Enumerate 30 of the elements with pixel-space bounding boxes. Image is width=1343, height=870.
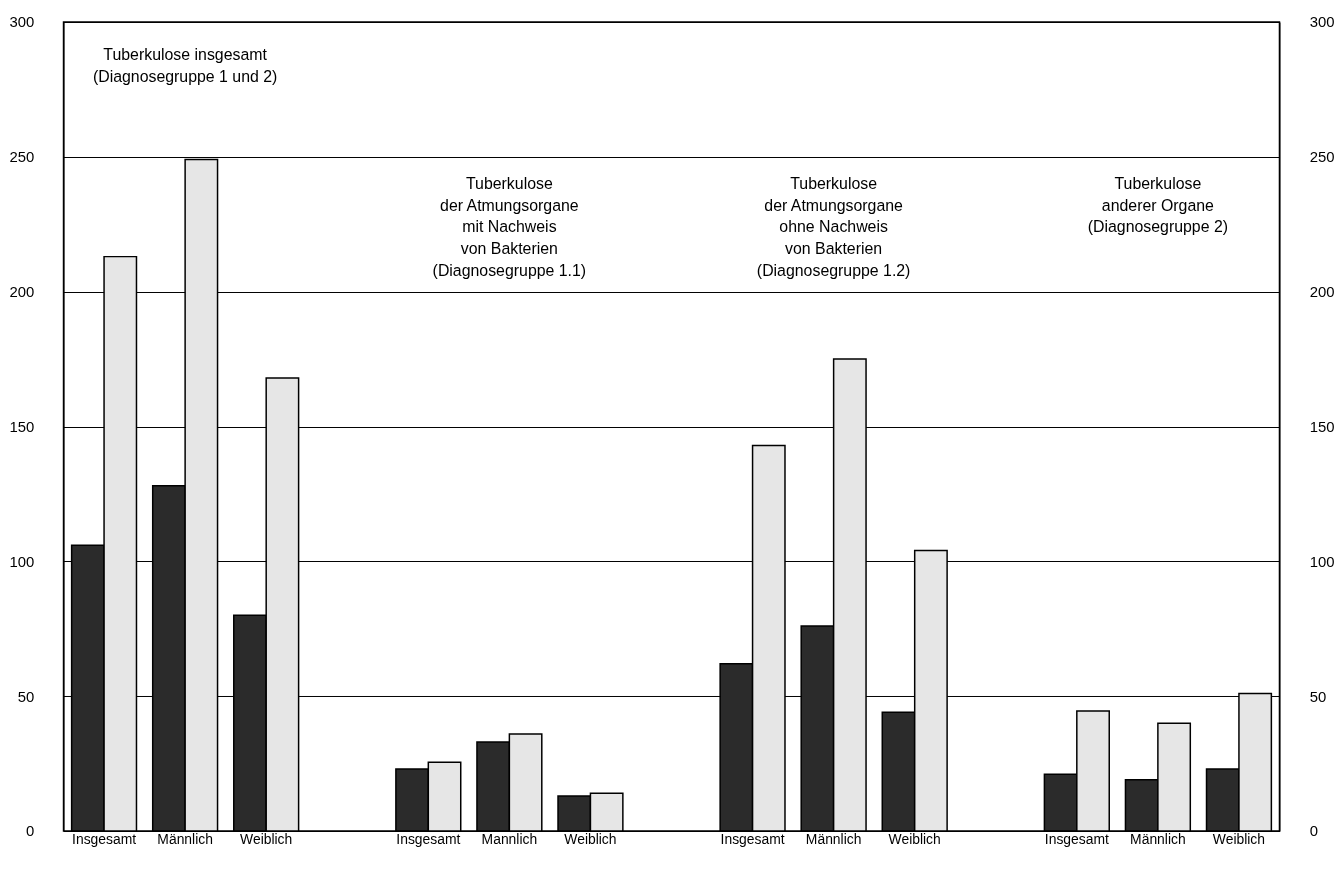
x-tick-label: Weiblich — [888, 831, 941, 848]
x-tick-label: Männlich — [805, 831, 862, 848]
annotation: Tuberkulose der Atmungsorgane mit Nachweis von Bakterien (Diagnosegruppe 1.1) — [432, 174, 587, 280]
annotation: Tuberkulose insgesamt (Diagnosegruppe 1 und 2) — [92, 45, 278, 85]
y-tick-label: 50 — [17, 688, 35, 705]
y2-tick-label: 0 — [1309, 823, 1319, 840]
x-tick-label: Männlich — [1130, 831, 1186, 848]
x-tick-label: Insgesamt — [720, 831, 785, 848]
x-tick-label: Weiblich — [564, 831, 617, 848]
y-tick-label: 150 — [9, 418, 35, 435]
x-tick-label: Insgesamt — [1044, 831, 1109, 848]
x-tick-label: Weiblich — [1212, 831, 1266, 848]
y2-tick-label: 200 — [1309, 284, 1335, 301]
y-tick-label: 0 — [25, 823, 35, 840]
annotation: Tuberkulose anderer Organe (Diagnosegruppe 2) — [1087, 174, 1229, 236]
y-tick-label: 250 — [9, 149, 35, 166]
x-tick-label: Insgesamt — [396, 831, 461, 848]
x-tick-label: Weiblich — [240, 831, 293, 848]
x-tick-label: Insgesamt — [72, 831, 137, 848]
y2-tick-label: 150 — [1309, 418, 1335, 435]
x-tick-label: Männlich — [157, 831, 213, 848]
y-tick-label: 300 — [9, 14, 35, 31]
annotation: Tuberkulose der Atmungsorgane ohne Nachweis von Bakterien (Diagnosegruppe 1.2) — [756, 174, 911, 280]
y2-tick-label: 50 — [1309, 688, 1327, 705]
y2-tick-label: 250 — [1309, 149, 1335, 166]
y2-tick-label: 100 — [1309, 553, 1335, 570]
y-tick-label: 100 — [9, 553, 35, 570]
y2-tick-label: 300 — [1309, 14, 1335, 31]
x-tick-label: Mannlich — [481, 831, 538, 848]
y-tick-label: 200 — [9, 284, 35, 301]
